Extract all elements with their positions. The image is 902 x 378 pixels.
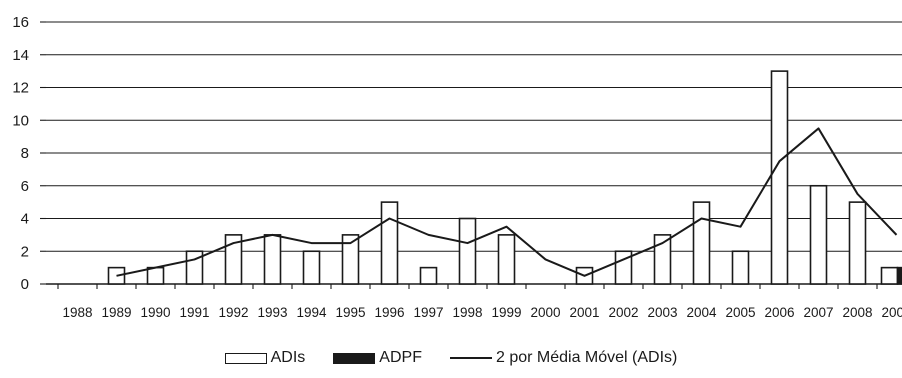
x-tick-label: 1995 <box>335 305 365 320</box>
x-tick-label: 1998 <box>452 305 482 320</box>
x-tick-label: 2005 <box>725 305 755 320</box>
bar-adis <box>809 184 828 285</box>
bar-adis <box>770 70 789 285</box>
bar-adis <box>224 234 243 285</box>
x-axis-ticks: 1988 1989 1990 1991 1992 1993 1994 1995 1996 1997… <box>62 305 902 320</box>
x-tick-label: 2008 <box>842 305 872 320</box>
y-tick-label: 2 <box>21 243 29 260</box>
legend-swatch-adpf <box>333 352 376 364</box>
legend-item-moving-average: 2 por Média Móvel (ADIs) <box>449 349 678 367</box>
moving-average-polyline <box>116 127 898 277</box>
x-tick-label: 1997 <box>413 305 443 320</box>
x-tick-label: 1992 <box>218 305 248 320</box>
legend-label-adpf: ADPF <box>379 349 422 366</box>
y-tick-label: 0 <box>21 276 29 293</box>
legend: ADIs ADPF 2 por Média Móvel (ADIs) <box>0 345 902 371</box>
y-tick-label: 6 <box>21 178 29 195</box>
bars <box>107 70 902 285</box>
x-tick-label: 2000 <box>530 305 560 320</box>
y-tick-label: 12 <box>12 80 29 97</box>
bar-adis <box>692 201 711 285</box>
legend-item-adis: ADIs <box>224 349 306 367</box>
x-tick-label: 1994 <box>296 305 327 320</box>
x-tick-label: 2007 <box>803 305 833 320</box>
bar-adis <box>380 201 399 285</box>
bar-adpf <box>896 266 902 285</box>
y-tick-label: 16 <box>12 14 29 31</box>
x-tick-label: 2001 <box>569 305 599 320</box>
bar-adis <box>497 234 516 285</box>
x-tick-label: 2003 <box>647 305 677 320</box>
legend-swatch-moving-average <box>449 357 492 359</box>
bar-adis <box>731 250 750 285</box>
legend-label-adis: ADIs <box>270 349 306 366</box>
y-axis-ticks: 0 2 4 6 8 10 12 14 16 <box>12 14 29 293</box>
legend-swatch-adis <box>224 352 267 364</box>
x-tick-label: 1990 <box>140 305 170 320</box>
bar-adis <box>614 250 633 285</box>
bar-adis <box>341 234 360 285</box>
x-tick-label: 1996 <box>374 305 404 320</box>
y-tick-label: 10 <box>12 112 29 129</box>
bar-adis <box>419 266 438 285</box>
x-tick-label: 1989 <box>101 305 131 320</box>
x-tick-label: 2004 <box>686 305 717 320</box>
bar-adis <box>880 266 899 285</box>
x-tick-label: 1988 <box>62 305 92 320</box>
legend-item-adpf: ADPF <box>333 349 422 367</box>
x-tick-label: 1991 <box>179 305 209 320</box>
bar-adis <box>146 266 165 285</box>
y-tick-label: 4 <box>21 211 29 228</box>
bar-adis <box>653 234 672 285</box>
legend-label-moving-average: 2 por Média Móvel (ADIs) <box>495 349 678 366</box>
y-tick-label: 14 <box>12 47 29 64</box>
bar-adis <box>302 250 321 285</box>
y-tick-label: 8 <box>21 145 29 162</box>
moving-average-line <box>116 127 898 277</box>
x-tick-label: 1993 <box>257 305 287 320</box>
bar-adis <box>458 217 477 285</box>
x-tick-label: 2002 <box>608 305 638 320</box>
x-tick-label: 2009 <box>881 305 902 320</box>
bar-adis <box>848 201 867 285</box>
x-tick-label: 1999 <box>491 305 521 320</box>
x-tick-label: 2006 <box>764 305 794 320</box>
bar-adis <box>263 234 282 285</box>
